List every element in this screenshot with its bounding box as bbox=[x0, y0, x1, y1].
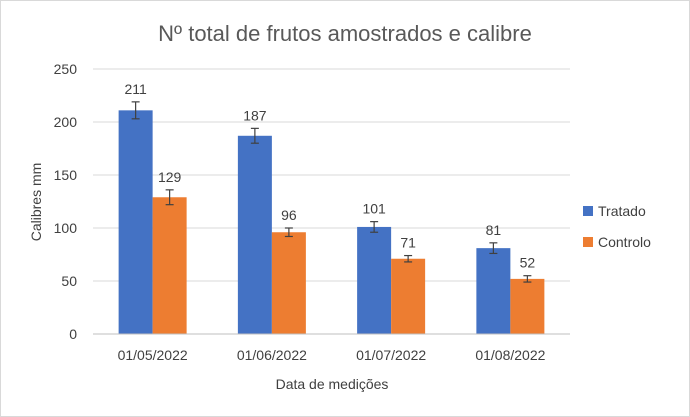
y-tick-label: 150 bbox=[54, 167, 78, 183]
y-axis-label: Calibres mm bbox=[28, 163, 44, 242]
bar-controlo bbox=[391, 258, 426, 334]
data-label: 52 bbox=[520, 255, 536, 271]
x-tick-label: 01/06/2022 bbox=[237, 347, 307, 363]
error-bars bbox=[131, 101, 532, 283]
y-axis-ticks: 0 50 100 150 200 250 bbox=[54, 61, 78, 342]
bar-tratado bbox=[357, 226, 392, 334]
data-labels: 211 129 187 96 101 71 81 52 bbox=[124, 81, 535, 271]
legend-swatch-tratado bbox=[583, 206, 593, 216]
bars bbox=[118, 110, 545, 334]
data-label: 211 bbox=[124, 81, 147, 97]
data-label: 187 bbox=[243, 107, 267, 123]
chart-title: Nº total de frutos amostrados e calibre bbox=[158, 21, 532, 46]
legend-swatch-controlo bbox=[583, 237, 593, 247]
x-axis-ticks: 01/05/2022 01/06/2022 01/07/2022 01/08/2022 bbox=[118, 347, 546, 363]
y-tick-label: 0 bbox=[69, 326, 77, 342]
bar-controlo bbox=[271, 232, 306, 334]
y-tick-label: 200 bbox=[54, 114, 78, 130]
bar-tratado bbox=[237, 135, 272, 334]
y-tick-label: 100 bbox=[54, 220, 78, 236]
data-label: 129 bbox=[158, 169, 182, 185]
y-tick-label: 250 bbox=[54, 61, 78, 77]
x-axis-label: Data de medições bbox=[276, 376, 389, 392]
legend-label: Tratado bbox=[598, 203, 646, 219]
data-label: 71 bbox=[400, 235, 416, 251]
x-tick-label: 01/07/2022 bbox=[356, 347, 426, 363]
bar-tratado bbox=[118, 110, 153, 334]
bar-tratado bbox=[476, 248, 511, 334]
legend: Tratado Controlo bbox=[583, 203, 651, 250]
data-label: 101 bbox=[362, 201, 386, 217]
data-label: 81 bbox=[486, 222, 502, 238]
x-tick-label: 01/08/2022 bbox=[475, 347, 545, 363]
bar-controlo bbox=[152, 197, 187, 334]
y-tick-label: 50 bbox=[61, 273, 77, 289]
legend-label: Controlo bbox=[598, 234, 651, 250]
x-tick-label: 01/05/2022 bbox=[118, 347, 188, 363]
bar-controlo bbox=[510, 278, 545, 334]
data-label: 96 bbox=[281, 207, 297, 223]
